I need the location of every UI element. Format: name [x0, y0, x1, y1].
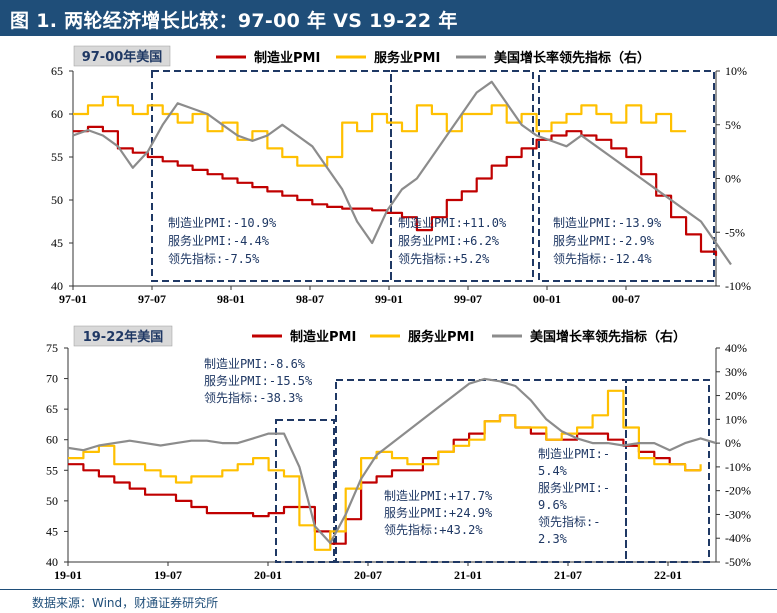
chart2-legend-label-2: 服务业PMI	[408, 329, 474, 345]
chart2-legend-label-3: 美国增长率领先指标（右）	[530, 329, 686, 345]
chart1-xtick-label: 97-07	[138, 292, 166, 306]
chart2-y2tick-label: 20%	[725, 389, 747, 403]
chart2-ytick-label: 65	[46, 402, 58, 416]
chart1-annotation-2-line-3: 领先指标:+5.2%	[398, 251, 490, 266]
chart1-annotation-3-line-3: 领先指标:-12.4%	[553, 251, 652, 266]
chart2-period-box-1	[275, 419, 335, 563]
chart1-title: 97-00年美国	[82, 49, 163, 65]
chart1-period-box-3	[538, 70, 715, 282]
chart1-y2tick-label: -10%	[725, 279, 751, 293]
chart2-y2tick-label: 40%	[725, 341, 747, 355]
chart2-annotation-1-line-3: 领先指标:-38.3%	[204, 390, 303, 405]
chart2-title-box	[73, 325, 173, 347]
chart1-xtick-label: 98-01	[217, 292, 245, 306]
chart2-y2tick-label: -30%	[725, 507, 751, 521]
figure-title: 图 1. 两轮经济增长比较：97-00 年 VS 19-22 年	[10, 10, 458, 32]
chart1-period-box-2	[390, 70, 534, 282]
chart1-xtick-label: 00-07	[612, 292, 640, 306]
chart2-xtick-label: 21-07	[554, 568, 582, 582]
chart1-period-box-1	[151, 70, 392, 282]
source-note: 数据来源：Wind，财通证券研究所	[32, 596, 219, 610]
chart1-annotation-2-line-2: 服务业PMI:+6.2%	[398, 233, 500, 248]
chart2-annotation-2-line-1: 制造业PMI:+17.7%	[384, 489, 493, 503]
chart1-xtick-label: 99-07	[454, 292, 482, 306]
chart2-y2tick-label: 30%	[725, 365, 747, 379]
chart1-xtick-label: 97-01	[59, 292, 87, 306]
figure-title-bar: 图 1. 两轮经济增长比较：97-00 年 VS 19-22 年	[0, 0, 777, 36]
chart2-ytick-label: 75	[46, 341, 58, 355]
chart2-legend-label-1: 制造业PMI	[290, 329, 356, 345]
chart2-series-leading-line	[67, 377, 717, 545]
chart2-y2tick-label: -20%	[725, 484, 751, 498]
chart1-title-box	[73, 45, 171, 67]
chart1-annotation-1-line-2: 服务业PMI:-4.4%	[168, 233, 270, 248]
chart2-annotation-3-line-5: 领先指标:-	[538, 514, 600, 529]
chart1-annotation-3-line-1: 制造业PMI:-13.9%	[553, 216, 662, 230]
chart2-ytick-label: 55	[46, 463, 58, 477]
chart2-xtick-label: 19-01	[54, 568, 82, 582]
chart2-xtick-label: 21-01	[454, 568, 482, 582]
chart2-y2tick-label: -40%	[725, 531, 751, 545]
chart1-legend-label-3: 美国增长率领先指标（右）	[494, 50, 650, 66]
chart2-xtick-label: 19-07	[154, 568, 182, 582]
chart1-y2tick-label: 5%	[725, 118, 741, 132]
chart2-y2tick-label: -50%	[725, 555, 751, 569]
chart2-annotation-3-line-3: 服务业PMI:-	[538, 480, 610, 495]
chart2-annotation-3-line-4: 9.6%	[538, 498, 568, 512]
chart1-legend-label-1: 制造业PMI	[254, 50, 320, 66]
chart1-annotation-2-line-1: 制造业PMI:+11.0%	[398, 216, 507, 230]
chart2-ytick-label: 50	[46, 494, 58, 508]
chart2-y2tick-label: -10%	[725, 460, 751, 474]
chart2-y2tick-label: 0%	[725, 436, 741, 450]
chart2-series-services-line	[68, 389, 702, 551]
chart2-ytick-label: 40	[46, 555, 58, 569]
chart2-annotation-2-line-3: 领先指标:+43.2%	[384, 522, 483, 537]
chart1-annotation-1-line-1: 制造业PMI:-10.9%	[168, 216, 277, 230]
chart2-y2tick-label: 10%	[725, 412, 747, 426]
chart1-legend-label-2: 服务业PMI	[374, 50, 440, 66]
chart1-annotation-1-line-3: 领先指标:-7.5%	[168, 251, 260, 266]
chart2-annotation-3-line-2: 5.4%	[538, 464, 568, 478]
chart2-ytick-label: 60	[46, 433, 58, 447]
chart2-annotation-1-line-1: 制造业PMI:-8.6%	[204, 357, 306, 371]
chart1-series-leading-line	[72, 80, 732, 266]
chart1-ytick-label: 65	[51, 64, 63, 78]
chart1-xtick-label: 98-07	[296, 292, 324, 306]
chart1-y2tick-label: -5%	[725, 225, 745, 239]
chart1-y2tick-label: 0%	[725, 172, 741, 186]
chart1-ytick-label: 45	[51, 236, 63, 250]
chart1-series-manufacturing-line	[73, 125, 718, 256]
chart2-annotation-3-line-6: 2.3%	[538, 532, 568, 546]
chart2-title: 19-22年美国	[83, 329, 164, 345]
chart1-ytick-label: 60	[51, 107, 63, 121]
source-divider	[0, 589, 777, 590]
chart2-annotation-1-line-2: 服务业PMI:-15.5%	[204, 373, 313, 388]
chart1-annotation-3-line-2: 服务业PMI:-2.9%	[553, 233, 655, 248]
chart1-xtick-label: 99-01	[375, 292, 403, 306]
chart1-xtick-label: 00-01	[533, 292, 561, 306]
chart2-annotation-2-line-2: 服务业PMI:+24.9%	[384, 505, 493, 520]
chart2-ytick-label: 70	[46, 372, 58, 386]
chart2-ytick-label: 45	[46, 524, 58, 538]
chart1-ytick-label: 50	[51, 193, 63, 207]
chart2-xtick-label: 20-07	[354, 568, 382, 582]
chart2-xtick-label: 20-01	[254, 568, 282, 582]
chart2-annotation-3-line-1: 制造业PMI:-	[538, 447, 610, 461]
chart2-series-manufacturing-line	[68, 414, 701, 545]
chart2-xtick-label: 22-01	[654, 568, 682, 582]
chart1-series-services-line	[73, 95, 687, 167]
chart1-y2tick-label: 10%	[725, 64, 747, 78]
chart1-ytick-label: 55	[51, 150, 63, 164]
chart1-ytick-label: 40	[51, 279, 63, 293]
